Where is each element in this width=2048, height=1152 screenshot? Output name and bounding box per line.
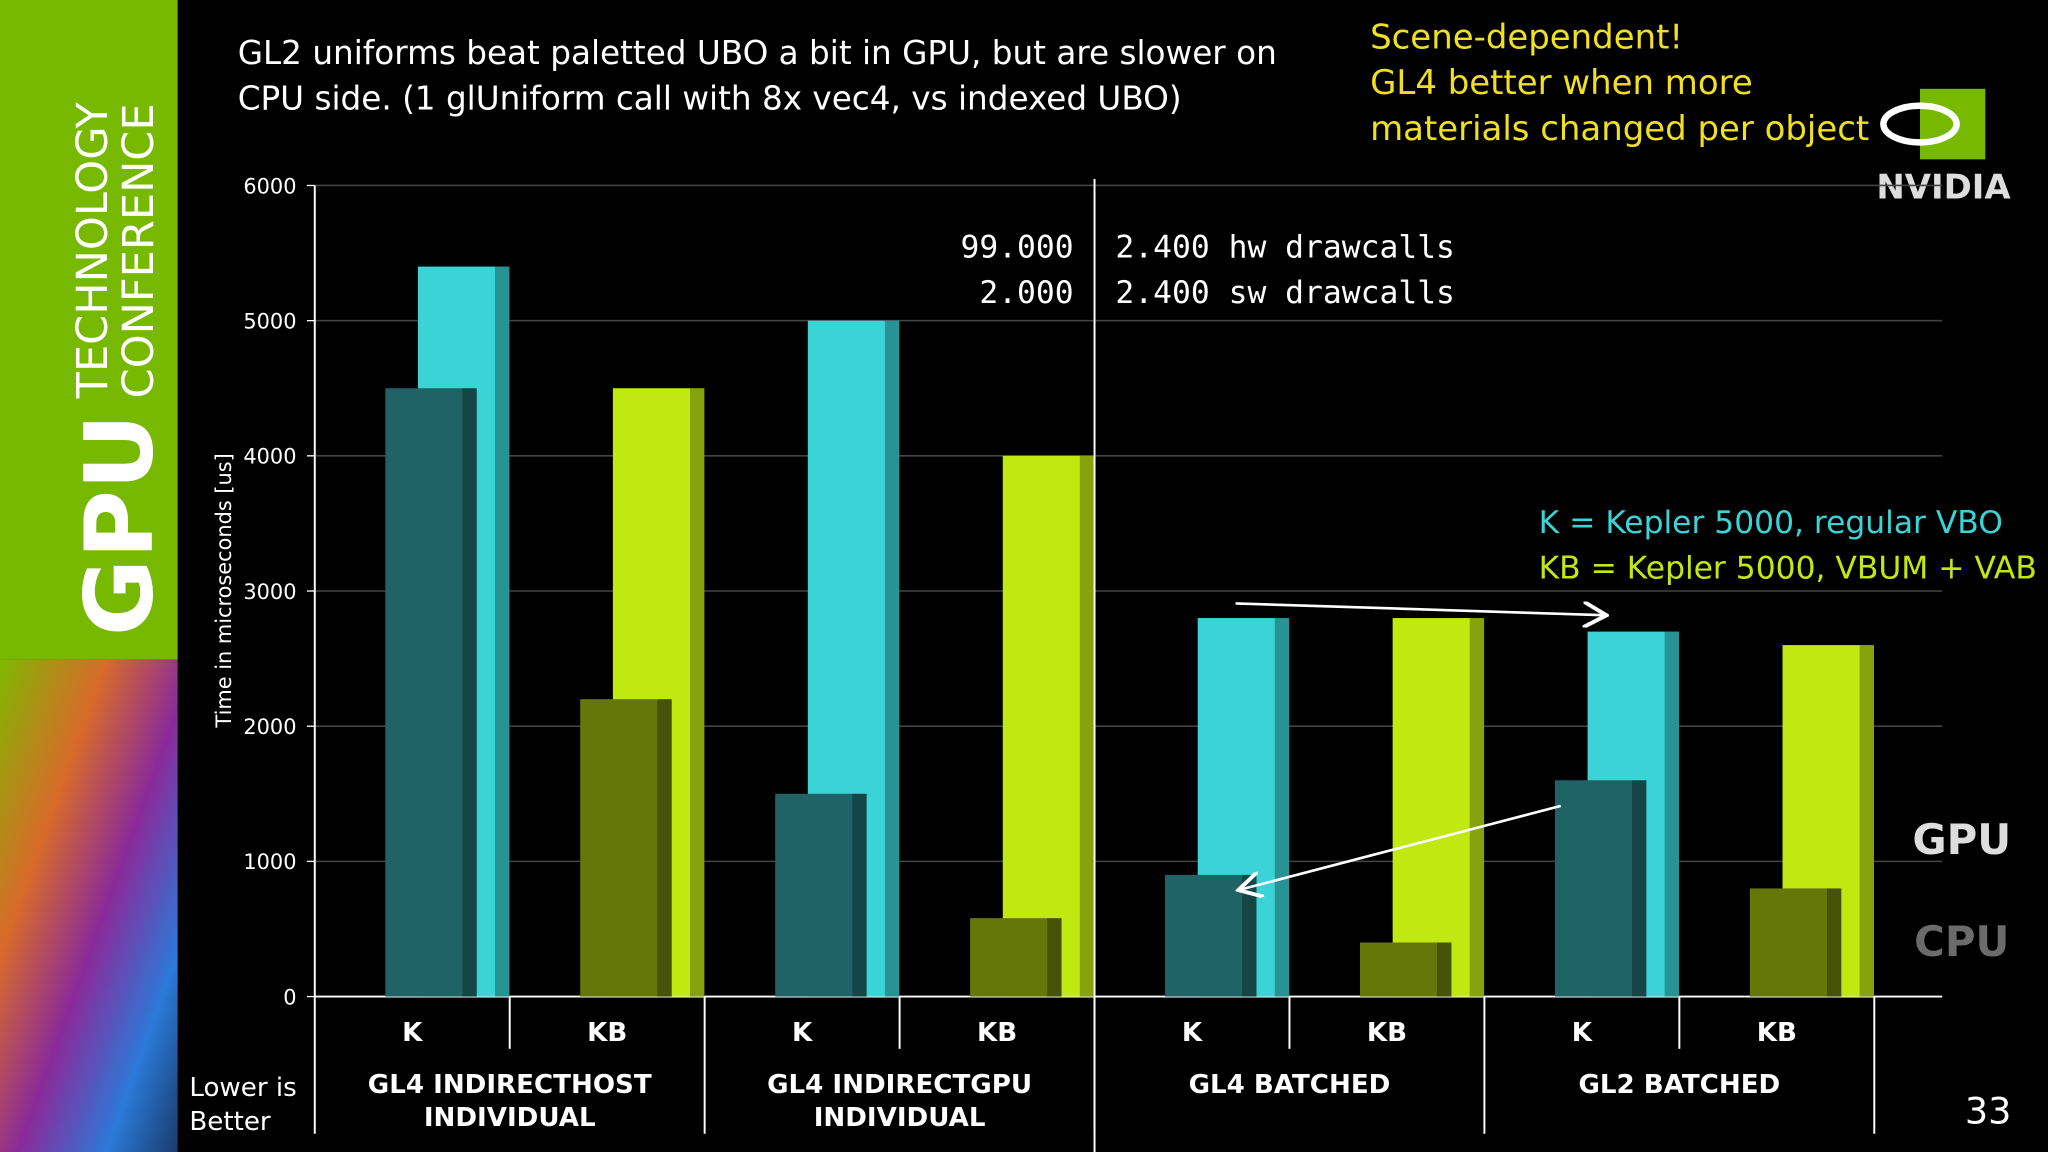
note: Better <box>189 1107 271 1137</box>
bar-side <box>495 266 510 997</box>
x-tick-label: K <box>1572 1018 1594 1048</box>
x-tick-label: KB <box>1367 1018 1407 1048</box>
y-tick-label: 0 <box>283 985 296 1009</box>
count-label: 2.000 <box>979 275 1073 311</box>
bar-side <box>1047 918 1062 997</box>
bar <box>970 918 1062 997</box>
group-label: GL2 BATCHED <box>1578 1070 1780 1100</box>
y-tick-label: 3000 <box>243 580 296 604</box>
count-label: 2.400 sw drawcalls <box>1115 275 1455 311</box>
group-label: GL4 BATCHED <box>1189 1070 1391 1100</box>
bar-side <box>1469 618 1485 997</box>
group-label: INDIVIDUAL <box>814 1103 986 1133</box>
bar-side <box>689 388 705 997</box>
banner-line: TECHNOLOGY <box>68 102 118 400</box>
y-tick-label: 2000 <box>243 715 296 739</box>
x-tick-label: KB <box>977 1018 1017 1048</box>
x-tick-label: KB <box>587 1018 627 1048</box>
bar <box>1749 888 1842 997</box>
bar <box>1002 455 1095 997</box>
group-label: GL4 INDIRECTHOST <box>368 1070 652 1100</box>
bar-side <box>1859 645 1874 997</box>
logo-eye <box>1880 102 1960 146</box>
count-label: 99.000 <box>960 229 1073 265</box>
bar <box>1554 780 1647 997</box>
group-label: INDIVIDUAL <box>424 1103 596 1133</box>
banner-bg <box>0 0 178 660</box>
plot: 0 1000 2000 3000 4000 5000 6000 K KB K KB K KB K KB GL4… <box>243 174 2011 1134</box>
annotation: GL4 better when more <box>1370 63 1753 103</box>
banner-main: GPU <box>66 414 175 636</box>
bar <box>580 699 672 997</box>
logo-mark <box>1920 88 1986 160</box>
y-tick-label: 4000 <box>243 445 296 469</box>
annotation: Scene-dependent! <box>1370 17 1683 57</box>
x-tick-label: K <box>402 1018 424 1048</box>
group-label: GL4 INDIRECTGPU <box>767 1070 1032 1100</box>
logo: NVIDIA <box>1876 88 2011 208</box>
key-text: K = Kepler 5000, regular VBO <box>1539 505 2003 541</box>
bar-side <box>1437 942 1452 997</box>
bar <box>1392 618 1485 997</box>
bar <box>1360 942 1452 997</box>
legend-label: CPU <box>1914 917 2009 966</box>
note: Lower is <box>189 1073 296 1103</box>
page-number: 33 <box>1965 1089 2012 1132</box>
banner-line: CONFERENCE <box>114 103 164 398</box>
y-tick-label: 5000 <box>243 309 296 333</box>
legend-label: GPU <box>1912 815 2011 864</box>
bar <box>385 388 477 997</box>
bar <box>775 793 867 997</box>
bar-side <box>1664 631 1680 997</box>
y-tick-label: 1000 <box>243 850 296 874</box>
x-tick-label: K <box>1182 1018 1204 1048</box>
logo-text: NVIDIA <box>1876 168 2011 208</box>
key-text: KB = Kepler 5000, VBUM + VAB <box>1539 551 2037 587</box>
x-tick-label: K <box>792 1018 814 1048</box>
title: GL2 uniforms beat paletted UBO a bit in … <box>238 34 1277 72</box>
arrow <box>1235 603 1604 615</box>
banner-image <box>0 659 178 1152</box>
bar-side <box>852 793 867 997</box>
count-label: 2.400 hw drawcalls <box>1115 229 1455 265</box>
bar-side <box>462 388 477 997</box>
x-tick-label: KB <box>1757 1018 1797 1048</box>
bar-side <box>1632 780 1647 997</box>
bar-side <box>884 320 900 997</box>
bar-side <box>657 699 672 997</box>
title: CPU side. (1 glUniform call with 8x vec4… <box>238 80 1182 118</box>
bar-side <box>1242 874 1257 997</box>
bar-side <box>1274 618 1290 997</box>
bar-side <box>1079 455 1095 997</box>
arrow <box>1241 804 1562 890</box>
bar-side <box>1826 888 1842 997</box>
y-axis-label: Time in microseconds [us] <box>212 453 236 728</box>
annotation: materials changed per object <box>1370 109 1869 149</box>
y-tick-label: 6000 <box>243 174 296 198</box>
